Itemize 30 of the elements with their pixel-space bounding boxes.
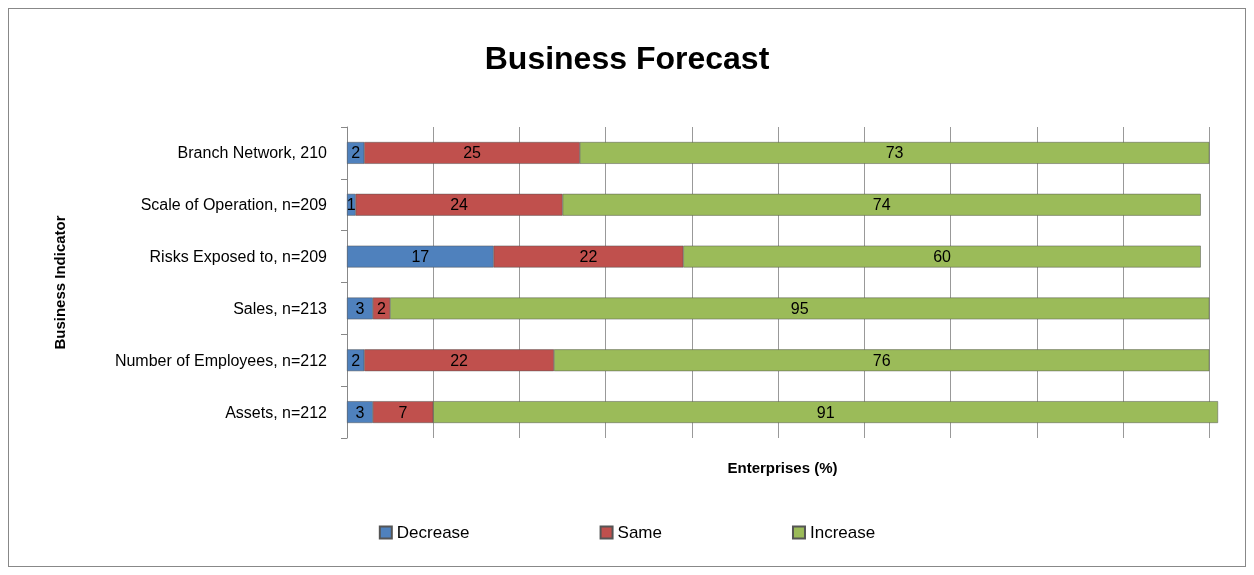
chart-title: Business Forecast bbox=[484, 40, 770, 76]
y-tick-label: Scale of Operation, n=209 bbox=[140, 196, 328, 214]
data-label: 2 bbox=[351, 144, 361, 162]
data-label: 24 bbox=[450, 196, 469, 214]
data-label: 3 bbox=[355, 299, 365, 317]
legend-label: Increase bbox=[809, 523, 876, 542]
y-tick-label: Assets, n=212 bbox=[225, 403, 328, 421]
x-axis-title: Enterprises (%) bbox=[727, 459, 838, 476]
data-label: 74 bbox=[872, 196, 891, 214]
y-axis-title: Business Indicator bbox=[51, 215, 68, 350]
data-label: 22 bbox=[450, 351, 469, 369]
data-label: 91 bbox=[816, 403, 835, 421]
data-label: 2 bbox=[377, 299, 387, 317]
y-tick-label: Sales, n=213 bbox=[233, 299, 328, 317]
legend-label: Decrease bbox=[396, 523, 470, 542]
data-label: 3 bbox=[355, 403, 365, 421]
data-label: 1 bbox=[346, 196, 356, 214]
data-label: 7 bbox=[398, 403, 408, 421]
data-label: 60 bbox=[933, 248, 952, 266]
y-tick-label: Number of Employees, n=212 bbox=[114, 351, 328, 369]
legend-label: Same bbox=[617, 523, 662, 542]
data-label: 2 bbox=[351, 351, 361, 369]
data-label: 95 bbox=[790, 299, 809, 317]
y-tick-label: Risks Exposed to, n=209 bbox=[149, 248, 328, 266]
data-label: 17 bbox=[411, 248, 430, 266]
data-label: 25 bbox=[463, 144, 482, 162]
y-tick-label: Branch Network, 210 bbox=[177, 144, 328, 162]
data-label: 22 bbox=[579, 248, 598, 266]
data-label: 76 bbox=[872, 351, 891, 369]
data-label: 73 bbox=[885, 144, 904, 162]
